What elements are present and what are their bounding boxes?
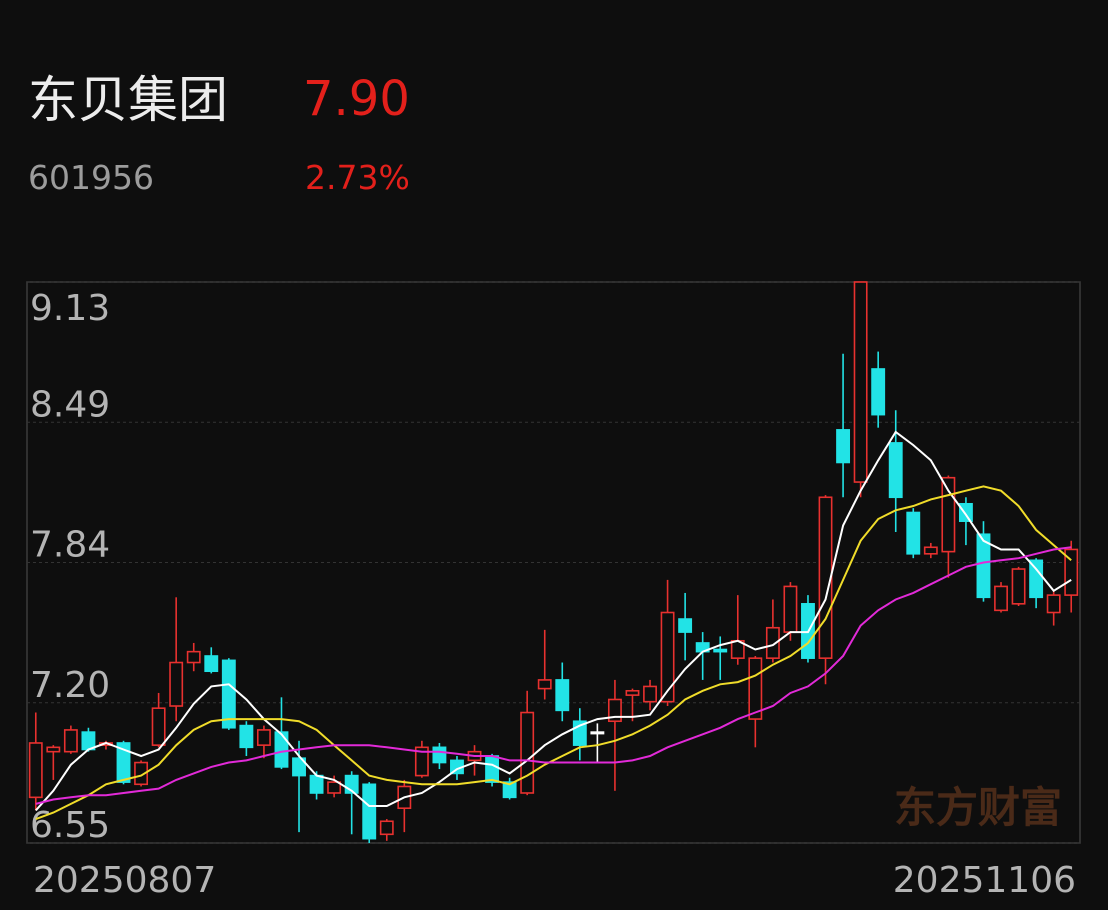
candle-body xyxy=(221,659,236,729)
moving-average-line xyxy=(35,430,1072,812)
candle-body xyxy=(994,585,1008,612)
y-tick-label: 7.20 xyxy=(30,665,110,706)
candle-body xyxy=(151,707,166,746)
y-tick-label: 7.84 xyxy=(30,525,110,566)
moving-average-line xyxy=(35,546,1072,805)
candle-body xyxy=(169,661,184,707)
candle-body xyxy=(362,783,377,840)
candle-body xyxy=(1046,594,1061,614)
candle-body xyxy=(976,533,991,599)
candle-body xyxy=(836,429,851,464)
candle-body xyxy=(607,698,622,723)
candle-body xyxy=(713,648,728,653)
candle-body xyxy=(537,679,552,690)
candle-body xyxy=(414,746,429,777)
stock-price: 7.90 xyxy=(303,71,410,127)
candle-body xyxy=(186,650,201,664)
candle-body xyxy=(116,742,131,783)
candle-body xyxy=(502,781,517,799)
candle-body xyxy=(1064,548,1079,596)
candle-body xyxy=(1011,568,1026,605)
candle-body xyxy=(134,761,149,786)
candle-body xyxy=(660,611,675,703)
y-tick-label: 6.55 xyxy=(30,805,110,846)
candle-body xyxy=(783,585,798,633)
candle-body xyxy=(888,442,903,499)
candle-body xyxy=(643,685,657,703)
candle-body xyxy=(63,729,78,753)
candle-body xyxy=(590,731,605,735)
x-tick-label: 20251106 xyxy=(893,860,1076,901)
candle-body xyxy=(678,618,693,633)
candle-body xyxy=(906,511,921,555)
candle-body xyxy=(871,368,886,416)
x-tick-label: 20250807 xyxy=(33,860,216,901)
candle-body xyxy=(379,820,394,836)
stock-code: 601956 xyxy=(28,158,154,197)
candle-body xyxy=(204,655,219,673)
candle-body xyxy=(625,689,640,696)
candle-body xyxy=(923,546,938,555)
candle-body xyxy=(28,742,43,799)
candle-body xyxy=(274,731,289,768)
candle-body xyxy=(958,502,973,522)
candle-body xyxy=(309,774,324,794)
watermark: 东方财富 xyxy=(894,783,1062,832)
candle-body xyxy=(485,755,500,783)
y-tick-label: 8.49 xyxy=(30,384,110,425)
candle-body xyxy=(46,746,61,753)
candle-body xyxy=(555,679,570,712)
stock-name: 东贝集团 xyxy=(28,71,228,129)
candle-body xyxy=(765,626,780,659)
candle-body xyxy=(239,724,254,749)
price-change: 2.73% xyxy=(305,158,410,197)
y-tick-label: 9.13 xyxy=(30,288,110,329)
candle-body xyxy=(520,711,535,794)
moving-average-line xyxy=(35,485,1072,821)
candle-body xyxy=(292,757,306,777)
candle-body xyxy=(1029,559,1044,599)
candle-body xyxy=(256,729,271,746)
candle-body xyxy=(432,746,447,764)
candle-body xyxy=(327,781,342,794)
candle-body xyxy=(853,281,868,483)
